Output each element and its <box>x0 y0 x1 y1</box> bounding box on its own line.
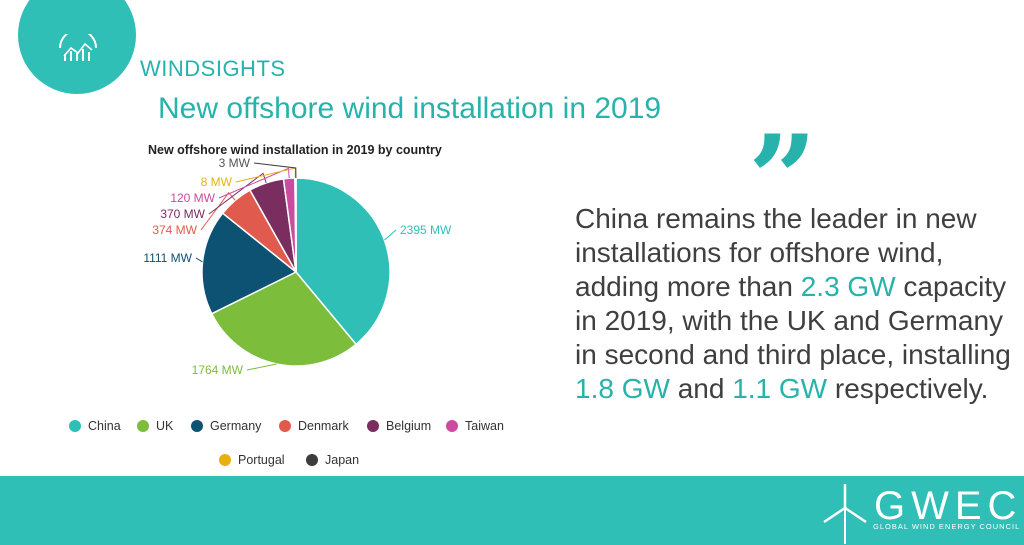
chart-title: New offshore wind installation in 2019 b… <box>148 143 442 157</box>
leader-line-germany <box>195 257 203 263</box>
leader-line-japan <box>253 162 297 179</box>
legend-label-japan: Japan <box>325 453 359 467</box>
quote-part-1: China remains the leader in new installa… <box>575 203 977 302</box>
quote-part-3: and <box>669 373 733 404</box>
legend-label-uk: UK <box>156 419 174 433</box>
data-label-denmark: 374 MW <box>152 223 197 237</box>
wind-turbine-icon <box>823 484 867 544</box>
windsights-logo-circle <box>18 0 136 94</box>
pie-chart-svg: New offshore wind installation in 2019 b… <box>69 143 504 467</box>
quote-mark-icon: ” <box>748 109 818 250</box>
wind-chart-icon <box>59 34 97 61</box>
legend-label-belgium: Belgium <box>386 419 431 433</box>
legend-label-denmark: Denmark <box>298 419 349 433</box>
leader-line-uk <box>246 363 277 371</box>
legend-label-portugal: Portugal <box>238 453 285 467</box>
data-label-taiwan: 120 MW <box>170 191 215 205</box>
legend-marker-denmark <box>279 420 291 432</box>
quote-highlight-1: 2.3 GW <box>800 271 896 302</box>
pie-chart: New offshore wind installation in 2019 b… <box>0 130 560 480</box>
legend-label-china: China <box>88 419 121 433</box>
data-label-china: 2395 MW <box>400 223 452 237</box>
gwec-logo-subtext: GLOBAL WIND ENERGY COUNCIL <box>873 522 1021 531</box>
page-title: New offshore wind installation in 2019 <box>158 92 662 125</box>
quote-text: China remains the leader in new installa… <box>575 202 1015 406</box>
legend-marker-japan <box>306 454 318 466</box>
data-label-belgium: 370 MW <box>160 207 205 221</box>
data-label-uk: 1764 MW <box>192 363 244 377</box>
gwec-logo-text: GWEC <box>874 484 1023 528</box>
quote-highlight-3: 1.1 GW <box>732 373 828 404</box>
data-label-japan: 3 MW <box>219 156 251 170</box>
leader-line-belgium <box>208 172 267 215</box>
leader-line-taiwan <box>218 167 290 199</box>
legend-marker-portugal <box>219 454 231 466</box>
legend-label-germany: Germany <box>210 419 262 433</box>
quote-part-4: respectively. <box>827 373 989 404</box>
legend-marker-china <box>69 420 81 432</box>
legend-marker-belgium <box>367 420 379 432</box>
legend-label-taiwan: Taiwan <box>465 419 504 433</box>
leader-line-denmark <box>200 191 236 231</box>
brand-name: WINDSIGHTS <box>140 56 286 81</box>
leader-line-china <box>384 229 397 241</box>
quote-part-2: capacity in 2019, with the UK and German… <box>575 271 1011 370</box>
data-label-germany: 1111 MW <box>143 251 192 265</box>
legend-marker-taiwan <box>446 420 458 432</box>
quote-highlight-2: 1.8 GW <box>575 373 670 404</box>
pie-slice-china <box>295 177 391 346</box>
pie-slice-uk <box>210 271 358 367</box>
legend-marker-germany <box>191 420 203 432</box>
data-label-portugal: 8 MW <box>201 175 233 189</box>
footer-bar <box>0 476 1024 545</box>
pie-slice-germany <box>201 212 298 315</box>
legend-marker-uk <box>137 420 149 432</box>
